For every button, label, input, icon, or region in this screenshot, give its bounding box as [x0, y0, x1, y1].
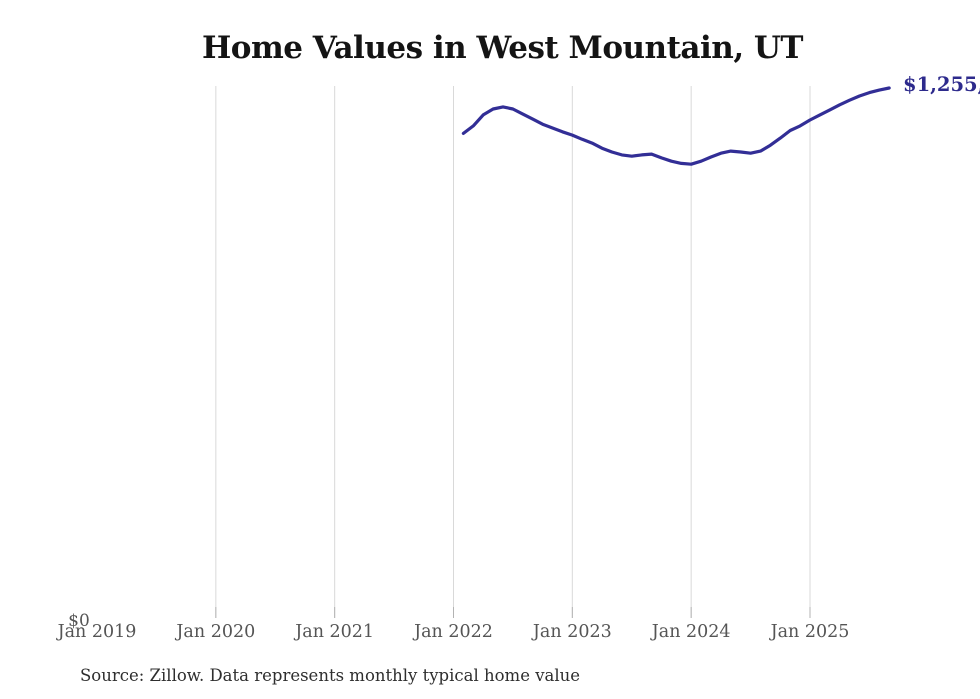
x-tick-label: Jan 2021 [295, 622, 375, 642]
x-tick-label: Jan 2019 [57, 622, 137, 642]
x-tick-label: Jan 2023 [532, 622, 612, 642]
axis-tick-marks [215, 607, 811, 618]
y-axis-zero-label: $0 [68, 611, 90, 631]
chart-title: Home Values in West Mountain, UT [201, 30, 804, 66]
x-tick-label: Jan 2024 [651, 622, 731, 642]
x-tick-label: Jan 2025 [770, 622, 850, 642]
source-note: Source: Zillow. Data represents monthly … [80, 666, 581, 685]
latest-value-label: $1,255,9 [903, 73, 980, 96]
home-value-line-series [461, 86, 891, 166]
vertical-gridlines [215, 86, 811, 618]
x-tick-label: Jan 2022 [414, 622, 493, 642]
x-tick-label: Jan 2020 [176, 622, 256, 642]
